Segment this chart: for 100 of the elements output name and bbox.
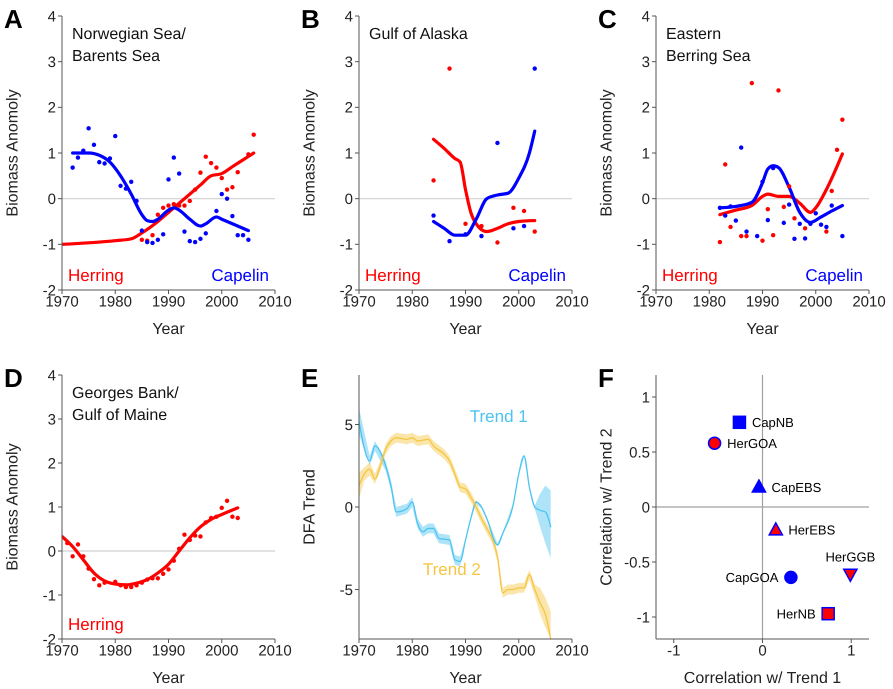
point bbox=[718, 240, 722, 244]
y-tick-label: 1 bbox=[48, 145, 56, 162]
point bbox=[511, 206, 516, 210]
point bbox=[723, 213, 728, 218]
y-tick-label: -1 bbox=[636, 236, 650, 254]
y-tick-label: 1 bbox=[642, 389, 650, 406]
y-tick-label: 0 bbox=[344, 190, 353, 208]
point bbox=[522, 208, 526, 214]
line-series bbox=[718, 152, 844, 216]
y-axis-title: Biomass Anomoly bbox=[4, 443, 22, 571]
point bbox=[766, 218, 770, 222]
y-axis-title: Biomass Anomoly bbox=[302, 89, 319, 217]
point bbox=[739, 234, 744, 238]
point bbox=[70, 165, 75, 170]
point bbox=[70, 554, 75, 558]
point bbox=[252, 132, 256, 137]
point bbox=[192, 533, 198, 538]
point bbox=[431, 178, 436, 183]
point bbox=[754, 234, 760, 238]
x-tick-label: -1 bbox=[667, 642, 680, 660]
y-tick-label: 4 bbox=[48, 8, 56, 26]
y-tick-label: 0 bbox=[642, 499, 650, 516]
x-axis-title: Year bbox=[152, 321, 186, 338]
point bbox=[495, 240, 500, 245]
point bbox=[236, 516, 240, 520]
point bbox=[140, 228, 144, 233]
chart-title: B bbox=[301, 4, 320, 35]
point bbox=[198, 534, 203, 539]
point bbox=[182, 203, 187, 208]
y-axis-title: DFA Trend bbox=[302, 469, 319, 545]
point bbox=[92, 142, 96, 147]
y-tick-label: -1 bbox=[42, 236, 56, 254]
point bbox=[798, 222, 802, 226]
point bbox=[792, 236, 797, 242]
y-tick-label: 1 bbox=[48, 499, 56, 516]
x-tick-label: 2010 bbox=[258, 642, 292, 660]
point bbox=[166, 177, 171, 182]
point bbox=[160, 232, 166, 236]
point bbox=[198, 236, 203, 242]
point bbox=[182, 532, 187, 537]
y-tick-label: 3 bbox=[48, 54, 56, 71]
y-tick-label: -5 bbox=[340, 582, 353, 599]
x-tick-label: 1970 bbox=[342, 642, 376, 660]
x-axis-title: Year bbox=[449, 670, 482, 687]
point bbox=[768, 522, 784, 536]
y-tick-label: 1 bbox=[642, 145, 650, 162]
point bbox=[208, 160, 214, 166]
y-tick-label: 5 bbox=[344, 416, 353, 434]
x-axis-title: Correlation w/ Trend 1 bbox=[684, 670, 842, 687]
point bbox=[172, 558, 176, 563]
point bbox=[192, 187, 198, 192]
x-tick-label: 1980 bbox=[98, 294, 132, 311]
point bbox=[786, 202, 792, 207]
point bbox=[214, 208, 219, 214]
point bbox=[188, 198, 192, 204]
chart-title: A bbox=[4, 4, 23, 35]
point bbox=[118, 583, 123, 588]
point bbox=[150, 233, 155, 238]
point bbox=[166, 203, 171, 208]
chart-title: D bbox=[4, 363, 23, 394]
point bbox=[86, 126, 91, 131]
point bbox=[479, 224, 484, 228]
point bbox=[118, 184, 123, 188]
point bbox=[834, 148, 840, 152]
y-tick-label: 0 bbox=[642, 190, 650, 208]
point bbox=[220, 192, 224, 196]
y-tick-label: 4 bbox=[642, 8, 650, 26]
y-tick-label: 1 bbox=[344, 145, 353, 162]
point bbox=[732, 416, 746, 430]
point bbox=[150, 240, 155, 246]
y-tick-label: 0.5 bbox=[629, 444, 650, 462]
line-series bbox=[62, 506, 240, 586]
text: Eastern Berring Sea bbox=[666, 25, 750, 67]
point bbox=[479, 234, 484, 238]
point bbox=[172, 202, 176, 206]
point bbox=[204, 154, 208, 159]
text: Capelin bbox=[805, 266, 863, 286]
series-label: Herring bbox=[68, 266, 124, 286]
x-tick-label: 1 bbox=[847, 642, 856, 660]
x-tick-label: 1990 bbox=[152, 294, 186, 311]
y-tick-label: -1 bbox=[636, 609, 650, 626]
text: Georges Bank/ Gulf of Maine bbox=[72, 384, 179, 426]
y-tick-label: 2 bbox=[48, 455, 56, 472]
x-axis-title: Year bbox=[152, 670, 186, 687]
point bbox=[220, 506, 224, 510]
x-tick-label: 2000 bbox=[502, 642, 536, 660]
x-tick-label: 2000 bbox=[502, 294, 536, 311]
x-axis-title: Year bbox=[746, 321, 780, 338]
x-tick-label: 2010 bbox=[555, 294, 589, 311]
x-tick-label: 2010 bbox=[555, 642, 589, 660]
y-tick-label: -1 bbox=[42, 587, 56, 604]
point bbox=[814, 211, 818, 216]
x-tick-label: 2000 bbox=[799, 294, 832, 311]
y-tick-label: 0 bbox=[48, 190, 56, 208]
point bbox=[824, 229, 829, 234]
point bbox=[776, 88, 781, 93]
x-tick-label: 1980 bbox=[98, 642, 132, 660]
text: Herring bbox=[662, 266, 718, 286]
point bbox=[230, 185, 235, 190]
point bbox=[160, 206, 166, 210]
